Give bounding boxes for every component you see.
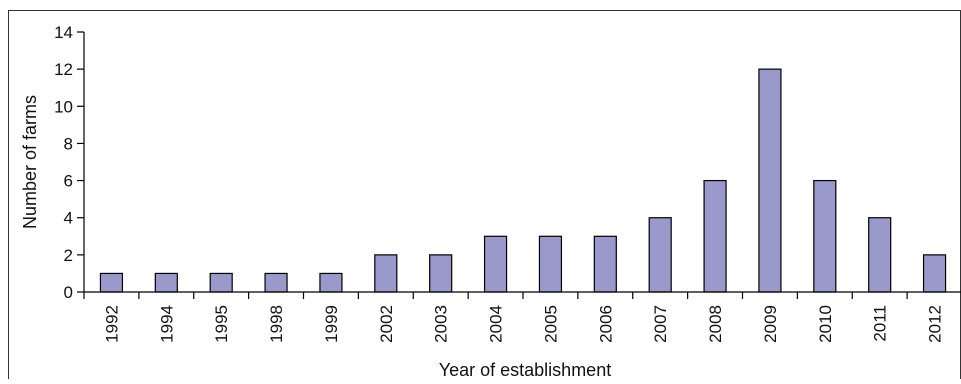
bar-2004 bbox=[483, 235, 508, 293]
x-tick-label-2008: 2008 bbox=[706, 305, 725, 343]
y-tick-label: 12 bbox=[54, 60, 73, 79]
x-tick-label-2012: 2012 bbox=[926, 305, 945, 343]
x-tick-label-2006: 2006 bbox=[596, 305, 615, 343]
bar-1999 bbox=[319, 272, 343, 293]
bar-2007 bbox=[648, 217, 672, 293]
bar-1994 bbox=[154, 272, 178, 293]
bar-1998 bbox=[264, 272, 288, 293]
y-axis-title: Number of farms bbox=[20, 95, 40, 229]
bar-2003 bbox=[429, 254, 453, 293]
x-tick-label-1999: 1999 bbox=[322, 305, 341, 343]
y-tick-label: 2 bbox=[64, 246, 73, 265]
bar-1992 bbox=[99, 272, 124, 293]
y-tick-label: 10 bbox=[54, 97, 73, 116]
x-tick-label-2009: 2009 bbox=[761, 305, 780, 343]
x-tick-label-2005: 2005 bbox=[541, 305, 560, 343]
x-axis: 1992 1994 1995 1998 1999 2002 2003 2004 2005 2006… bbox=[83, 291, 961, 343]
y-tick-label: 14 bbox=[54, 23, 73, 42]
x-tick-label-2004: 2004 bbox=[487, 305, 506, 343]
x-tick-label-2007: 2007 bbox=[651, 305, 670, 343]
bars-group bbox=[99, 68, 947, 293]
x-axis-title: Year of establishment bbox=[439, 360, 611, 379]
bar-2008 bbox=[703, 179, 727, 293]
y-tick-label: 4 bbox=[64, 209, 73, 228]
bar-2005 bbox=[538, 235, 563, 293]
x-tick-label-1992: 1992 bbox=[102, 305, 121, 343]
y-tick-label: 6 bbox=[64, 172, 73, 191]
bar-2012 bbox=[922, 254, 947, 293]
y-axis: 0 2 4 6 8 10 12 14 bbox=[54, 23, 85, 302]
bar-2011 bbox=[868, 217, 892, 293]
x-tick-label-1994: 1994 bbox=[157, 305, 176, 343]
bar-2002 bbox=[374, 254, 398, 293]
y-tick-label: 0 bbox=[64, 283, 73, 302]
x-tick-label-1998: 1998 bbox=[267, 305, 286, 343]
bar-2006 bbox=[593, 235, 617, 293]
y-tick-label: 8 bbox=[64, 134, 73, 153]
x-tick-label-2011: 2011 bbox=[871, 305, 890, 342]
x-tick-label-2003: 2003 bbox=[432, 305, 451, 343]
bar-2010 bbox=[813, 179, 837, 293]
bar-1995 bbox=[209, 272, 233, 293]
x-tick-label-2010: 2010 bbox=[816, 305, 835, 343]
x-tick-label-1995: 1995 bbox=[212, 305, 231, 343]
x-tick-label-2002: 2002 bbox=[377, 305, 396, 343]
bar-2009 bbox=[758, 68, 782, 293]
